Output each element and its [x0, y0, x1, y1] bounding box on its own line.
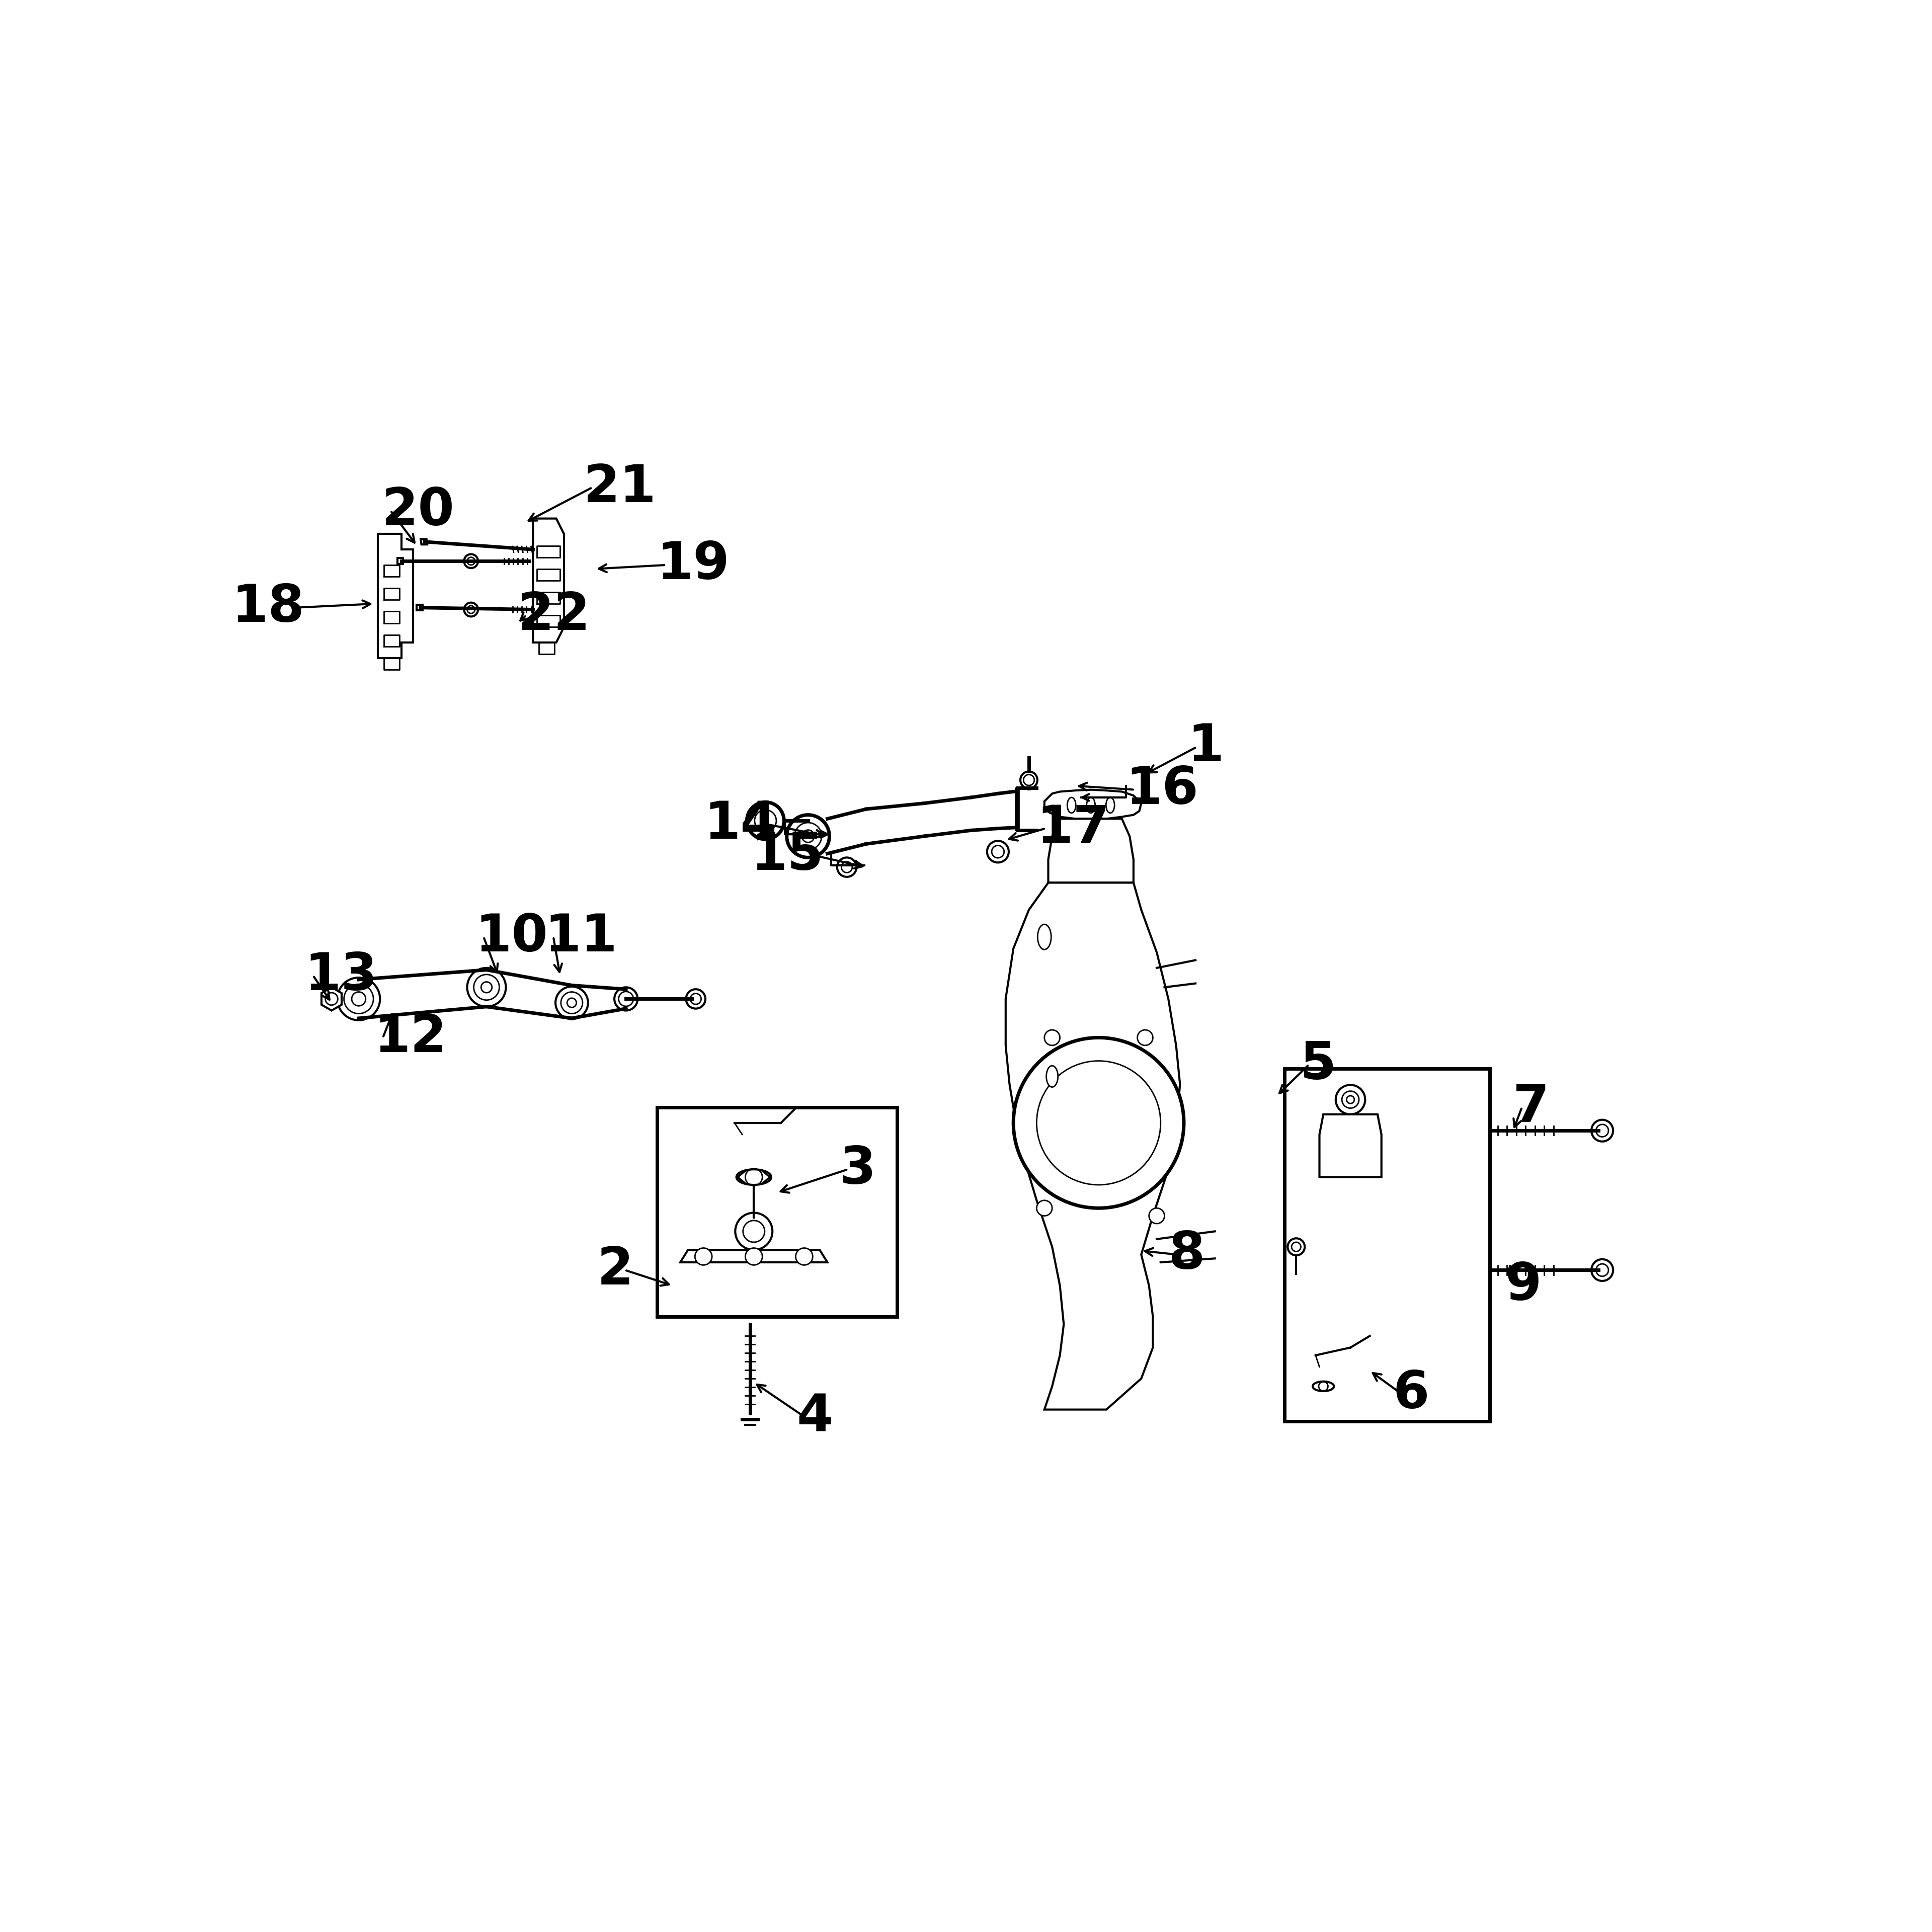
Circle shape: [746, 1169, 763, 1186]
Polygon shape: [1045, 790, 1142, 819]
Text: 19: 19: [657, 539, 730, 591]
Circle shape: [748, 802, 784, 838]
Circle shape: [1045, 1030, 1061, 1045]
Text: 3: 3: [838, 1144, 875, 1194]
Text: 12: 12: [375, 1012, 446, 1063]
Text: 1: 1: [1188, 723, 1225, 773]
Circle shape: [1138, 1030, 1153, 1045]
Circle shape: [1592, 1121, 1613, 1142]
Text: 21: 21: [583, 462, 657, 512]
Ellipse shape: [1037, 923, 1051, 949]
Circle shape: [325, 993, 338, 1005]
Circle shape: [464, 554, 477, 568]
Ellipse shape: [1066, 798, 1076, 813]
Circle shape: [696, 1248, 713, 1265]
Circle shape: [464, 603, 477, 616]
Polygon shape: [680, 1250, 827, 1262]
Circle shape: [1020, 771, 1037, 788]
Circle shape: [987, 840, 1009, 862]
Circle shape: [837, 858, 856, 877]
Circle shape: [686, 989, 705, 1009]
Polygon shape: [1320, 1115, 1381, 1177]
Text: 17: 17: [1037, 804, 1109, 854]
Polygon shape: [379, 533, 413, 659]
Ellipse shape: [1105, 798, 1115, 813]
Text: 14: 14: [703, 800, 777, 850]
Circle shape: [796, 1248, 813, 1265]
Circle shape: [1014, 1037, 1184, 1208]
Bar: [1285, 1068, 1490, 1422]
Text: 16: 16: [1126, 765, 1198, 815]
Text: 10: 10: [475, 912, 549, 962]
Polygon shape: [417, 605, 423, 611]
Text: 2: 2: [597, 1244, 634, 1296]
Polygon shape: [321, 987, 342, 1010]
Polygon shape: [738, 1171, 771, 1184]
Polygon shape: [398, 558, 404, 564]
Text: 8: 8: [1169, 1229, 1206, 1281]
Text: 13: 13: [305, 951, 377, 1001]
Text: 7: 7: [1513, 1082, 1549, 1132]
Text: 9: 9: [1505, 1260, 1542, 1312]
Text: 15: 15: [752, 831, 823, 881]
Polygon shape: [1049, 819, 1134, 883]
Circle shape: [614, 987, 638, 1010]
Circle shape: [1037, 1200, 1053, 1215]
Circle shape: [1150, 1208, 1165, 1223]
Polygon shape: [1007, 883, 1180, 1410]
Circle shape: [338, 978, 381, 1020]
Text: 6: 6: [1393, 1368, 1430, 1420]
Text: 18: 18: [232, 582, 305, 634]
Circle shape: [1592, 1260, 1613, 1281]
Text: 5: 5: [1300, 1039, 1337, 1090]
Ellipse shape: [1312, 1381, 1333, 1391]
Circle shape: [1335, 1086, 1366, 1115]
Polygon shape: [421, 539, 427, 545]
Circle shape: [736, 1213, 773, 1250]
Ellipse shape: [1086, 798, 1095, 813]
Ellipse shape: [1047, 1066, 1059, 1088]
Bar: [657, 1107, 896, 1316]
Circle shape: [746, 1248, 763, 1265]
Circle shape: [468, 968, 506, 1007]
Polygon shape: [533, 518, 564, 643]
Text: 4: 4: [796, 1391, 833, 1443]
Text: 20: 20: [383, 485, 454, 537]
Text: 22: 22: [518, 589, 591, 641]
Text: 11: 11: [545, 912, 618, 962]
Circle shape: [1287, 1238, 1304, 1256]
Circle shape: [556, 987, 587, 1018]
Circle shape: [786, 815, 829, 858]
